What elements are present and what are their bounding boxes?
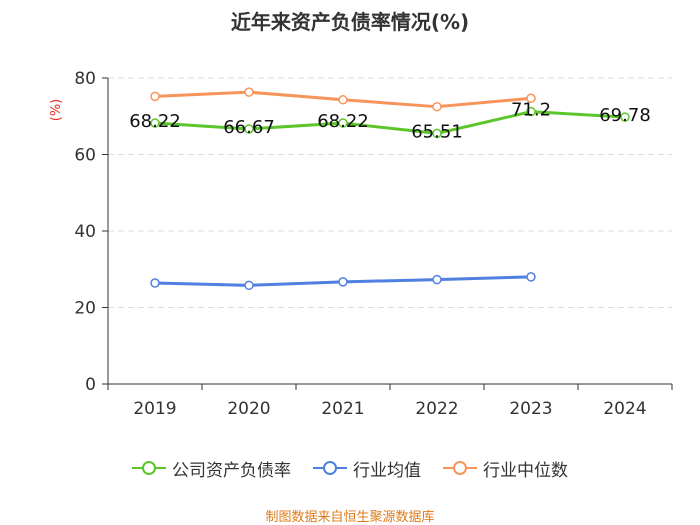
legend-swatch-mean-icon xyxy=(313,461,347,475)
y-tick-label: 0 xyxy=(85,375,96,395)
data-point[interactable] xyxy=(620,112,630,122)
data-point[interactable] xyxy=(526,106,536,117)
data-point[interactable] xyxy=(244,280,254,291)
data-point[interactable] xyxy=(432,101,442,112)
legend-label-company: 公司资产负债率 xyxy=(172,460,291,481)
x-tick-label: 2021 xyxy=(321,399,364,419)
data-label: 68.22 xyxy=(129,111,181,132)
data-point[interactable] xyxy=(526,93,536,104)
y-axis-unit: (%) xyxy=(49,99,64,122)
legend-item-company[interactable]: 公司资产负债率 xyxy=(132,456,291,481)
x-tick-label: 2022 xyxy=(415,399,458,419)
legend-item-industry-mean[interactable]: 行业均值 xyxy=(313,456,421,481)
data-point[interactable] xyxy=(150,278,160,288)
y-tick-label: 80 xyxy=(74,69,96,89)
legend-label-industry-median: 行业中位数 xyxy=(483,460,568,481)
data-point[interactable] xyxy=(526,272,536,282)
data-point[interactable] xyxy=(244,87,254,97)
legend: 公司资产负债率 行业均值 行业中位数 xyxy=(0,453,700,483)
source-note: 制图数据来自恒生聚源数据库 xyxy=(265,510,435,525)
series-line-0 xyxy=(154,110,626,135)
x-tick-label: 2023 xyxy=(509,399,552,419)
data-point[interactable] xyxy=(338,95,348,105)
data-point[interactable] xyxy=(432,128,442,139)
y-tick-label: 20 xyxy=(74,299,96,319)
data-point[interactable] xyxy=(244,124,254,134)
data-point[interactable] xyxy=(338,277,348,287)
data-point[interactable] xyxy=(432,274,442,285)
x-tick-label: 2024 xyxy=(603,399,646,419)
data-label: 68.22 xyxy=(317,111,369,132)
data-label: 65.51 xyxy=(411,121,463,142)
x-tick-label: 2020 xyxy=(227,399,270,419)
legend-item-industry-median[interactable]: 行业中位数 xyxy=(443,456,568,481)
data-label: 71.2 xyxy=(511,100,551,121)
y-tick-label: 40 xyxy=(74,222,96,242)
y-tick-label: 60 xyxy=(74,146,96,166)
data-point[interactable] xyxy=(150,91,160,102)
data-point[interactable] xyxy=(338,118,348,128)
legend-swatch-median-icon xyxy=(443,461,477,475)
data-point[interactable] xyxy=(150,118,160,128)
x-tick-label: 2019 xyxy=(133,399,176,419)
legend-swatch-company-icon xyxy=(132,461,166,475)
data-label: 69.78 xyxy=(599,105,651,126)
legend-label-industry-mean: 行业均值 xyxy=(353,460,421,481)
data-label: 66.67 xyxy=(223,117,275,138)
chart-title: 近年来资产负债率情况(%) xyxy=(230,10,470,34)
